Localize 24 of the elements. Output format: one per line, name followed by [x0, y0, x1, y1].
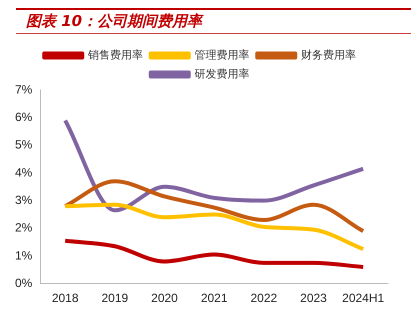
y-tick-label: 1% — [15, 248, 33, 262]
legend-label: 财务费用率 — [300, 48, 356, 62]
y-tick-label: 2% — [15, 220, 33, 235]
y-tick-label: 6% — [15, 110, 33, 124]
x-tick-label: 2020 — [151, 291, 178, 306]
y-tick-label: 7% — [15, 82, 33, 96]
x-tick-label: 2018 — [52, 291, 79, 306]
y-tick-label: 4% — [15, 165, 33, 180]
x-tick-label: 2023 — [300, 291, 328, 306]
legend-label: 研发费用率 — [194, 67, 250, 80]
line-series — [63, 118, 366, 212]
x-tick-label: 2022 — [250, 291, 278, 306]
line-series — [63, 238, 366, 270]
y-tick-label: 5% — [15, 138, 33, 152]
legend-label: 销售费用率 — [86, 48, 143, 62]
legend-label: 管理费用率 — [194, 48, 250, 62]
y-tick-label: 0% — [15, 276, 33, 290]
chart-title: 图表 10：公司期间费用率 — [26, 12, 202, 30]
x-tick-label: 2024H1 — [342, 291, 385, 306]
line-series — [63, 179, 366, 234]
y-tick-label: 3% — [15, 192, 33, 207]
x-tick-label: 2021 — [200, 291, 228, 306]
line-series — [63, 202, 366, 252]
x-tick-label: 2019 — [101, 291, 129, 306]
